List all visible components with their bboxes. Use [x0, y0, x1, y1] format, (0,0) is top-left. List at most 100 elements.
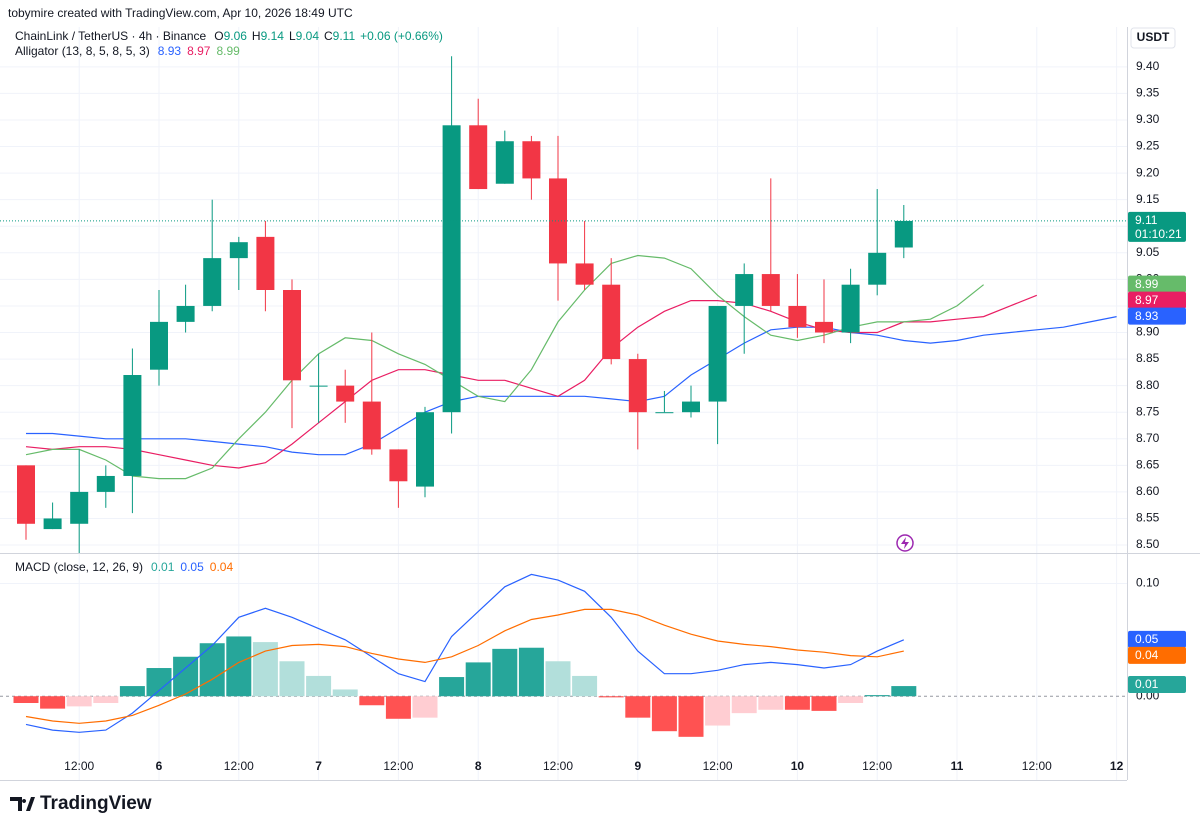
- x-tick-label: 12:00: [64, 759, 94, 773]
- macd-value: 0.01: [151, 560, 175, 574]
- histogram-bar: [572, 675, 598, 697]
- symbol-title: ChainLink / TetherUS · 4h · Binance: [15, 29, 207, 43]
- histogram-bar: [252, 642, 278, 697]
- candle-body: [735, 274, 754, 306]
- candle-body: [256, 236, 275, 290]
- axis-tag-label: 8.93: [1135, 309, 1159, 323]
- candle-body: [815, 321, 833, 333]
- axis-tag: [1128, 211, 1186, 242]
- histogram-bar: [385, 696, 411, 719]
- candle-body: [469, 125, 488, 190]
- macd-pane: [13, 573, 917, 737]
- currency: USDT: [1137, 30, 1170, 44]
- candle-body: [389, 449, 408, 482]
- macd-line: [25, 573, 905, 733]
- logo: [10, 797, 35, 811]
- macd-line: [25, 608, 904, 724]
- candle-body: [123, 375, 142, 476]
- indicator-value: 8.99: [216, 44, 240, 58]
- candle-body: [602, 284, 621, 360]
- candle-body: [655, 412, 674, 414]
- candle-body: [43, 518, 62, 530]
- indicator-title: Alligator (13, 8, 5, 8, 5, 3): [15, 44, 150, 58]
- x-tick-label: 8: [475, 759, 482, 773]
- histogram-bar: [678, 696, 704, 737]
- histogram-bar: [598, 696, 624, 698]
- histogram-bar: [838, 696, 864, 703]
- histogram-bar: [226, 636, 252, 697]
- y-tick-label: 8.55: [1136, 511, 1160, 525]
- histogram-bar: [465, 662, 491, 697]
- histogram-bar: [625, 696, 651, 718]
- alert-icon[interactable]: [896, 534, 914, 552]
- alligator-line: [26, 316, 1117, 456]
- y-tick-label: 9.30: [1136, 112, 1160, 126]
- currency-box[interactable]: [1130, 27, 1176, 49]
- histogram-bar: [173, 656, 199, 697]
- x-tick-label: 9: [634, 759, 641, 773]
- histogram-bar: [199, 643, 225, 697]
- histogram-bar: [758, 696, 784, 710]
- y-tick-label: 8.90: [1136, 325, 1160, 339]
- candle-body: [362, 401, 381, 450]
- price-pane: [0, 56, 1127, 553]
- histogram-bar: [731, 696, 757, 714]
- axis-tag-label: 9.11: [1135, 213, 1158, 227]
- brand: TradingView: [40, 793, 152, 814]
- histogram-bar: [492, 648, 518, 697]
- indicator-value: 8.97: [187, 44, 211, 58]
- x-tick-label: 11: [951, 759, 964, 773]
- y-tick-label: 9.15: [1136, 192, 1160, 206]
- x-tick-label: 12: [1110, 759, 1124, 773]
- axis-tag-label: 0.04: [1135, 648, 1159, 662]
- ohlc-value: 9.04: [296, 29, 320, 43]
- histogram-bar: [119, 686, 145, 697]
- candle-body: [761, 274, 780, 306]
- candle-body: [70, 491, 89, 524]
- y-tick-label: 9.35: [1136, 86, 1160, 100]
- histogram-bar: [66, 696, 92, 707]
- ohlc-key: O: [214, 29, 223, 43]
- x-tick-label: 12:00: [862, 759, 892, 773]
- axis-tag-label: 8.99: [1135, 277, 1159, 291]
- x-tick-label: 6: [156, 759, 163, 773]
- ohlc-key: L: [289, 29, 296, 43]
- histogram-bar: [40, 696, 66, 709]
- axis-tag: [1128, 291, 1186, 309]
- indicator-value: 8.93: [158, 44, 182, 58]
- histogram-bar: [891, 686, 917, 697]
- histogram-bar: [146, 668, 172, 697]
- candle-body: [628, 359, 647, 413]
- axis-tag-label: 01:10:21: [1135, 227, 1182, 241]
- y-tick-label: 8.85: [1136, 351, 1160, 365]
- histogram-bar: [279, 661, 305, 697]
- candle-body: [229, 242, 248, 259]
- histogram-bar: [359, 696, 385, 706]
- y-tick-label: 8.65: [1136, 458, 1160, 472]
- candle-body: [708, 305, 727, 402]
- histogram-bar: [651, 696, 677, 732]
- candle-body: [416, 412, 434, 487]
- histogram-bar: [545, 661, 571, 697]
- y-tick-label: 9.05: [1136, 245, 1160, 259]
- candle-body: [336, 385, 355, 402]
- candle-body: [495, 141, 514, 184]
- axis-tag: [1128, 675, 1186, 693]
- candle-body: [522, 141, 541, 179]
- ohlc-value: 9.14: [261, 29, 285, 43]
- candle-body: [309, 385, 328, 387]
- y-tick-label: 8.75: [1136, 404, 1160, 418]
- ohlc-key: H: [252, 29, 261, 43]
- candle-body: [150, 321, 168, 370]
- histogram-bar: [864, 695, 890, 697]
- candle-body: [682, 401, 700, 413]
- histogram-bar: [518, 647, 544, 697]
- macd-title: MACD (close, 12, 26, 9): [15, 560, 143, 574]
- price-change: +0.06 (+0.66%): [360, 29, 443, 43]
- y-tick-label: 8.70: [1136, 431, 1160, 445]
- histogram-bar: [811, 696, 837, 711]
- y-tick-label: 0.10: [1136, 576, 1160, 590]
- candle-body: [894, 220, 913, 248]
